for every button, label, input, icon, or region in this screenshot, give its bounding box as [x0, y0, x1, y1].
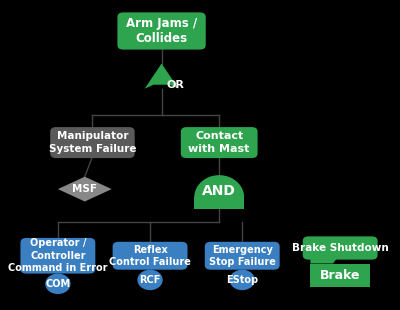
FancyBboxPatch shape — [303, 236, 378, 260]
Text: RCF: RCF — [139, 275, 161, 285]
Polygon shape — [145, 64, 178, 89]
Text: Manipulator
System Failure: Manipulator System Failure — [49, 131, 136, 154]
FancyBboxPatch shape — [118, 12, 206, 50]
Polygon shape — [58, 177, 112, 202]
FancyBboxPatch shape — [181, 127, 258, 158]
Text: MSF: MSF — [72, 184, 97, 194]
Polygon shape — [310, 258, 337, 263]
Polygon shape — [310, 264, 370, 287]
FancyBboxPatch shape — [20, 238, 95, 274]
Text: Arm Jams /
Collides: Arm Jams / Collides — [126, 16, 197, 46]
Text: Contact
with Mast: Contact with Mast — [188, 131, 250, 154]
Text: Emergency
Stop Failure: Emergency Stop Failure — [209, 245, 276, 267]
Text: COM: COM — [45, 279, 70, 289]
Text: Brake: Brake — [320, 269, 360, 281]
Text: Brake Shutdown: Brake Shutdown — [292, 243, 388, 253]
Polygon shape — [194, 197, 244, 209]
Text: OR: OR — [166, 80, 184, 90]
FancyBboxPatch shape — [205, 242, 280, 270]
Circle shape — [45, 274, 70, 294]
Text: Reflex
Control Failure: Reflex Control Failure — [109, 245, 191, 267]
FancyBboxPatch shape — [113, 242, 188, 270]
Circle shape — [230, 270, 255, 290]
FancyBboxPatch shape — [50, 127, 135, 158]
Text: EStop: EStop — [226, 275, 258, 285]
Circle shape — [137, 270, 163, 290]
Polygon shape — [194, 175, 244, 197]
Text: AND: AND — [202, 184, 236, 198]
Text: Operator /
Controller
Command in Error: Operator / Controller Command in Error — [8, 238, 108, 273]
